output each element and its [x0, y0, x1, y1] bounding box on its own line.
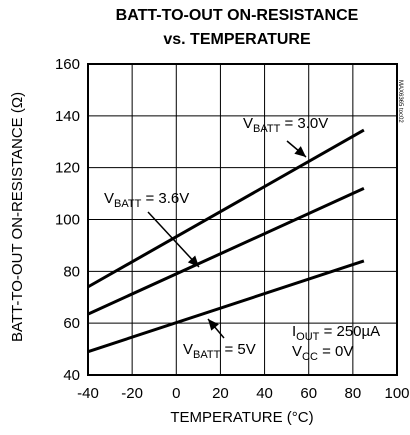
annotations: VBATT = 3.0V VBATT = 3.6V VBATT = 5V IOUT =…: [104, 115, 380, 363]
annotation-arrows: [147, 140, 307, 339]
grid: [87, 63, 398, 376]
x-tick-label: 100: [384, 385, 409, 402]
annotation-5: VCC = 0V: [292, 343, 353, 363]
annotation-1: VBATT = 3.0V: [243, 115, 328, 135]
x-tick-label: 80: [345, 385, 362, 402]
x-tick-label: 0: [172, 385, 180, 402]
plot-frame: [87, 63, 398, 376]
y-tick-labels: 40 60 80 100 120 140 160: [55, 56, 80, 384]
series-line-3: [87, 259, 365, 354]
x-tick-label: -40: [77, 385, 99, 402]
x-tick-label: 20: [212, 385, 229, 402]
y-tick-label: 140: [55, 108, 80, 125]
y-tick-label: 160: [55, 56, 80, 73]
chart-title-line-2: vs. TEMPERATURE: [163, 31, 311, 48]
y-tick-label: 80: [63, 263, 80, 280]
x-tick-label: -20: [121, 385, 143, 402]
annotation-3: VBATT = 5V: [183, 341, 256, 361]
series-lines: [87, 128, 365, 354]
series-line-1: [87, 128, 365, 289]
annotation-2: VBATT = 3.6V: [104, 190, 189, 210]
x-tick-label: 40: [256, 385, 273, 402]
series-line-2: [87, 187, 365, 316]
side-id-label: MAX6365 toc02: [397, 80, 403, 123]
arrow-head-1: [294, 146, 306, 157]
x-tick-labels: -40 -20 0 20 40 60 80 100: [77, 385, 409, 402]
chart-title: BATT-TO-OUT ON-RESISTANCE vs. TEMPERATUR…: [116, 7, 359, 48]
annotation-4: IOUT = 250µA: [292, 323, 380, 343]
chart-title-line-1: BATT-TO-OUT ON-RESISTANCE: [116, 7, 359, 24]
y-tick-label: 120: [55, 160, 80, 177]
y-tick-label: 40: [63, 367, 80, 384]
arrow-head-3: [208, 319, 219, 331]
y-axis-label: BATT-TO-OUT ON-RESISTANCE (Ω): [9, 92, 26, 342]
y-tick-label: 60: [63, 315, 80, 332]
arrow-head-2: [187, 255, 199, 267]
x-tick-label: 60: [300, 385, 317, 402]
y-tick-label: 100: [55, 212, 80, 229]
arrow-shaft-2: [147, 211, 200, 268]
x-axis-label: TEMPERATURE (°C): [170, 409, 313, 426]
